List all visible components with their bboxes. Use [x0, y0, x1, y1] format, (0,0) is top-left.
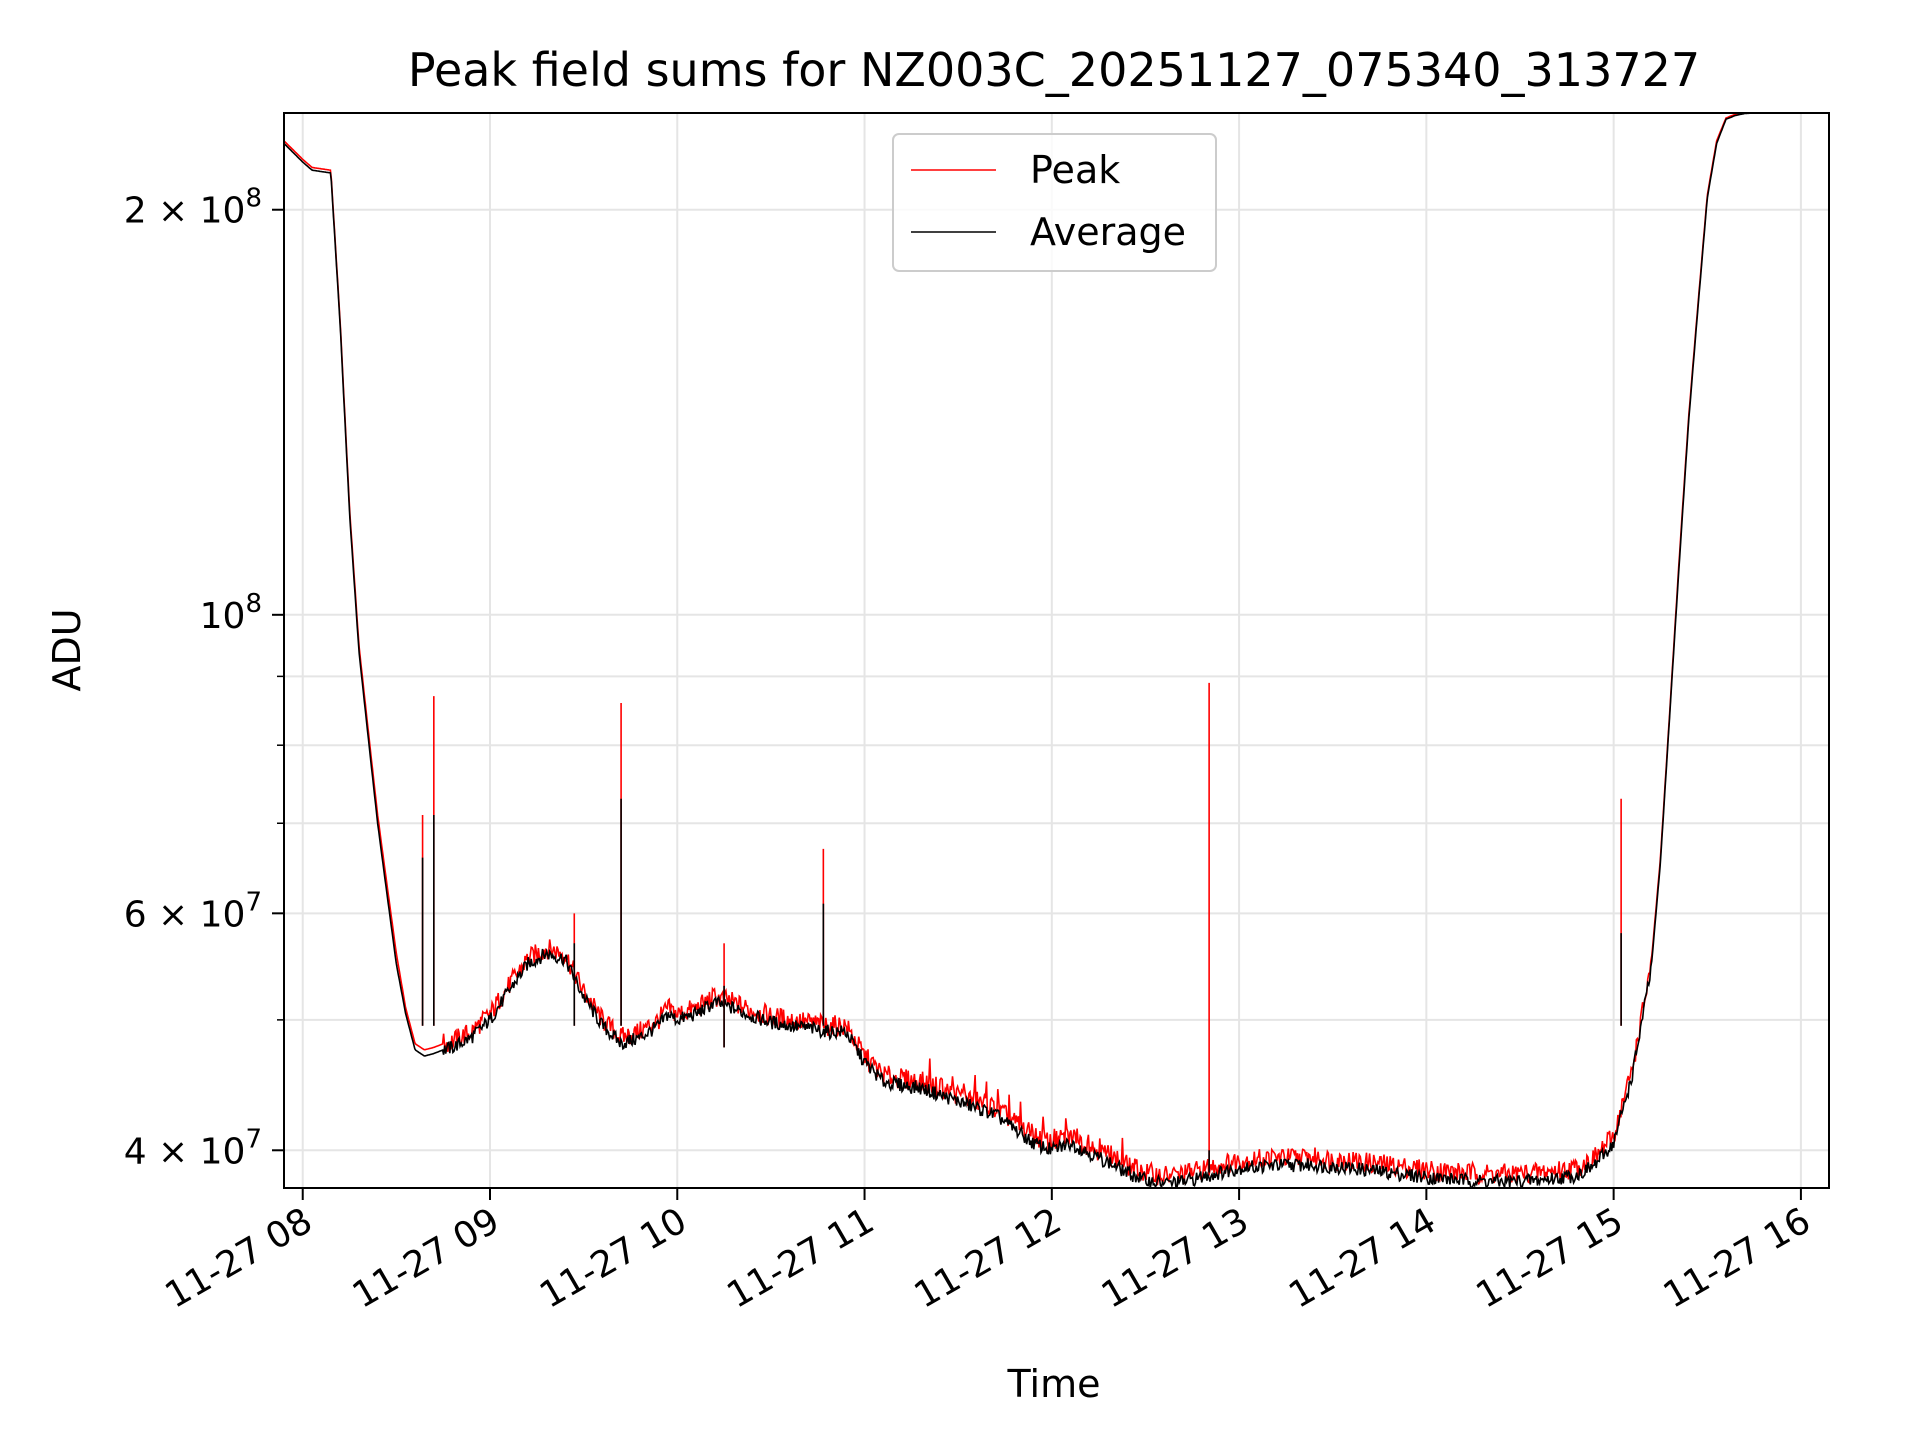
legend: Peak Average [892, 133, 1217, 272]
y-tick-label: 108 [200, 589, 262, 637]
legend-average-label: Average [1030, 210, 1186, 254]
y-tick-mantissa: 2 × 10 [124, 191, 246, 232]
plot-data [284, 113, 1829, 1188]
y-tick-exponent: 8 [245, 184, 262, 214]
y-tick-mantissa: 4 × 10 [124, 1131, 246, 1172]
y-tick-mantissa: 6 × 10 [124, 894, 246, 935]
y-tick-label: 6 × 107 [124, 887, 262, 935]
y-axis-title: ADU [45, 608, 89, 691]
series-line-average [284, 113, 1829, 1188]
y-tick-exponent: 7 [245, 1124, 262, 1154]
y-tick-label: 4 × 107 [124, 1124, 262, 1172]
y-tick-label: 2 × 108 [124, 184, 262, 232]
plot-frame [283, 112, 1830, 1189]
legend-box [892, 133, 1217, 272]
y-tick-exponent: 8 [245, 589, 262, 619]
x-axis-title: Time [1007, 1362, 1101, 1406]
y-tick-exponent: 7 [245, 887, 262, 917]
y-tick-mantissa: 10 [200, 596, 246, 637]
legend-peak-label: Peak [1030, 148, 1120, 192]
chart-title: Peak field sums for NZ003C_20251127_0753… [408, 43, 1700, 97]
